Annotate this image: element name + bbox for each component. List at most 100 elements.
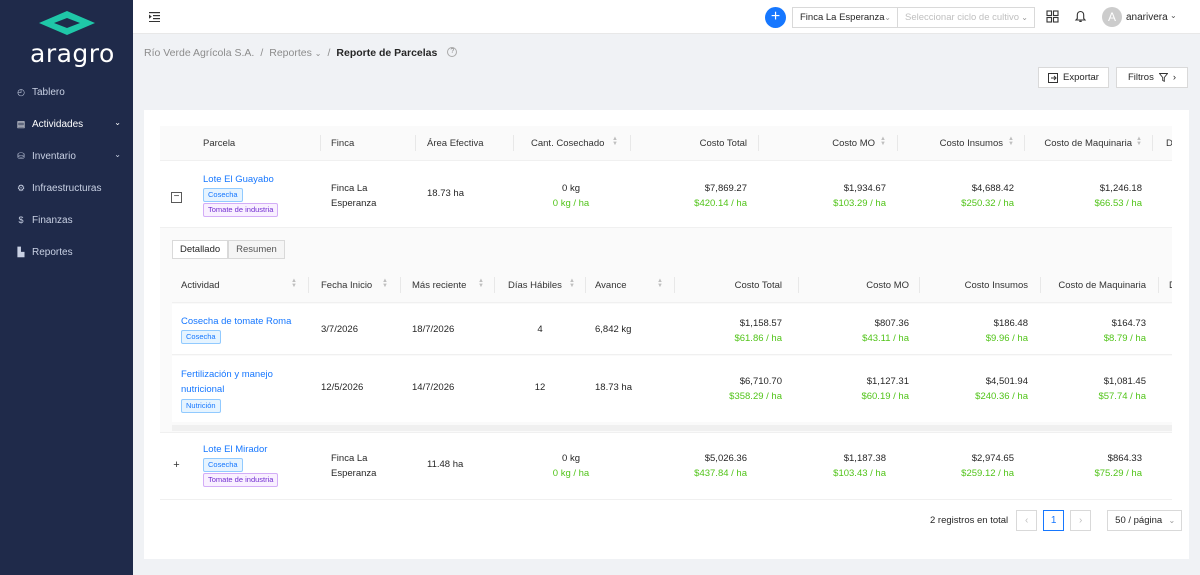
tag-cosecha: Cosecha — [181, 330, 221, 344]
column-header-avance[interactable]: Avance — [595, 280, 627, 291]
sort-icon[interactable]: ▲ ▼ — [291, 278, 297, 289]
sort-icon[interactable]: ▲ ▼ — [478, 278, 484, 289]
chevron-down-icon: ⌄ — [314, 49, 322, 58]
column-header-costo-total: Costo Total — [699, 138, 747, 149]
sort-icon[interactable]: ▲ ▼ — [1136, 136, 1142, 147]
column-header-mas-reciente[interactable]: Más reciente — [412, 280, 467, 291]
harvest-cell: 0 kg 0 kg / ha — [552, 183, 590, 209]
costo-total-cell: $6,710.70 $358.29 / ha — [729, 376, 782, 402]
column-header-costo-maquinaria[interactable]: Costo de Maquinaria — [1044, 138, 1132, 149]
sidebar-item-finanzas[interactable]: $ Finanzas — [0, 206, 133, 234]
pagination-page-1[interactable]: 1 — [1043, 510, 1065, 531]
parcel-link[interactable]: Lote El Guayabo — [203, 174, 274, 185]
tag-cosecha: Cosecha — [203, 458, 243, 472]
sidebar-item-reportes[interactable]: ▙ Reportes — [0, 238, 133, 266]
logo-text: aragro — [30, 39, 115, 68]
recent-date-cell: 14/7/2026 — [412, 382, 455, 393]
pagination-total: 2 registros en total — [930, 515, 1009, 526]
table-row: Cosecha de tomate Roma Cosecha 3/7/2026 … — [172, 304, 1172, 355]
costo-maquinaria-cell: $1,246.18 $66.53 / ha — [1094, 183, 1142, 209]
column-header-costo-mo: Costo MO — [866, 280, 909, 291]
costo-total-cell: $5,026.36 $437.84 / ha — [694, 453, 747, 479]
horizontal-scrollbar[interactable] — [172, 425, 1172, 431]
sort-icon[interactable]: ▲ ▼ — [657, 278, 663, 289]
dashboard-icon: ◴ — [17, 86, 25, 97]
page-title: Reporte de Parcelas — [336, 47, 438, 59]
bell-icon[interactable] — [1074, 10, 1087, 23]
tag-nutricion: Nutrición — [181, 399, 221, 413]
column-header-costo-insumos: Costo Insumos — [964, 280, 1028, 291]
sidebar-item-label: Infraestructuras — [32, 182, 102, 194]
recent-date-cell: 18/7/2026 — [412, 324, 455, 335]
breadcrumb-reportes[interactable]: Reportes ⌄ — [269, 47, 322, 59]
table-header: Parcela Finca Área Efectiva Cant. Cosech… — [160, 126, 1172, 161]
activity-link[interactable]: Cosecha de tomate Roma — [181, 316, 292, 327]
sort-icon[interactable]: ▲ ▼ — [569, 278, 575, 289]
tag-cosecha: Cosecha — [203, 188, 243, 202]
farm-select[interactable]: Finca La Esperanza ⌄ — [792, 7, 898, 28]
sidebar-item-label: Finanzas — [32, 214, 73, 226]
costo-total-cell: $7,869.27 $420.14 / ha — [694, 183, 747, 209]
column-header-costo-insumos[interactable]: Costo Insumos — [939, 138, 1003, 149]
sidebar-item-tablero[interactable]: ◴ Tablero — [0, 78, 133, 106]
sort-icon[interactable]: ▲ ▼ — [382, 278, 388, 289]
inventory-icon: ⛁ — [17, 150, 25, 161]
export-button[interactable]: Exportar — [1038, 67, 1109, 88]
start-date-cell: 12/5/2026 — [321, 382, 364, 393]
parcel-table: Parcela Finca Área Efectiva Cant. Cosech… — [160, 126, 1172, 500]
column-header-fecha-inicio[interactable]: Fecha Inicio — [321, 280, 373, 291]
collapse-row-button[interactable]: − — [171, 192, 182, 203]
sort-icon[interactable]: ▲ ▼ — [880, 136, 886, 147]
finca-cell: Finca La Esperanza — [331, 183, 377, 209]
sidebar-item-infraestructuras[interactable]: ⚙ Infraestructuras — [0, 174, 133, 202]
costo-insumos-cell: $186.48 $9.96 / ha — [985, 318, 1028, 344]
page-size-select[interactable]: 50 / página ⌄ — [1107, 510, 1183, 531]
tag-crop: Tomate de industria — [203, 203, 279, 217]
crop-cycle-select[interactable]: Seleccionar ciclo de cultivo ⌄ — [897, 7, 1035, 28]
chevron-down-icon[interactable]: ⌄ — [1170, 11, 1177, 20]
pagination: 2 registros en total ‹ 1 › 50 / página ⌄ — [930, 510, 1183, 531]
menu-fold-icon[interactable] — [149, 11, 160, 22]
column-header-dias-habiles[interactable]: Días Hábiles — [508, 280, 562, 291]
column-header-actividad[interactable]: Actividad — [181, 280, 220, 291]
help-icon[interactable]: ? — [447, 47, 458, 57]
tab-resumen[interactable]: Resumen — [228, 240, 285, 259]
pagination-prev[interactable]: ‹ — [1016, 510, 1038, 531]
breadcrumb-org[interactable]: Río Verde Agrícola S.A. — [144, 47, 255, 59]
parcel-link[interactable]: Lote El Mirador — [203, 444, 268, 455]
sort-icon[interactable]: ▲ ▼ — [1008, 136, 1014, 147]
avatar[interactable]: A — [1102, 7, 1122, 27]
apps-grid-icon[interactable] — [1046, 10, 1059, 23]
sidebar-item-inventario[interactable]: ⛁ Inventario ⌄ — [0, 142, 133, 170]
tab-detallado[interactable]: Detallado — [172, 240, 229, 259]
username[interactable]: anarivera — [1126, 12, 1168, 23]
costo-maquinaria-cell: $164.73 $8.79 / ha — [1103, 318, 1146, 344]
column-header-area: Área Efectiva — [427, 138, 484, 149]
export-icon — [1048, 72, 1059, 83]
column-header-finca: Finca — [331, 138, 355, 149]
report-card: Parcela Finca Área Efectiva Cant. Cosech… — [144, 110, 1189, 559]
add-button[interactable]: + — [765, 7, 786, 28]
activity-cell: Fertilización y manejo nutricional Nutric… — [181, 367, 273, 413]
days-cell: 4 — [537, 324, 543, 335]
sort-icon[interactable]: ▲ ▼ — [612, 136, 618, 147]
column-header-harvest[interactable]: Cant. Cosechado — [531, 138, 605, 149]
chevron-down-icon: ⌄ — [884, 13, 891, 22]
costo-maquinaria-cell: $864.33 $75.29 / ha — [1094, 453, 1142, 479]
expand-row-button[interactable]: + — [171, 460, 182, 472]
sidebar-item-label: Inventario — [32, 150, 76, 162]
costo-mo-cell: $1,187.38 $103.43 / ha — [833, 453, 886, 479]
filters-button[interactable]: Filtros › — [1116, 67, 1188, 88]
pagination-next[interactable]: › — [1070, 510, 1092, 531]
sidebar: aragro ◴ Tablero ▤ Actividades ⌄ ⛁ Inven… — [0, 0, 133, 575]
costo-insumos-cell: $2,974.65 $259.12 / ha — [961, 453, 1014, 479]
activity-link[interactable]: Fertilización y manejo nutricional — [181, 369, 273, 395]
column-header-costo-mo[interactable]: Costo MO — [832, 138, 875, 149]
chevron-down-icon: ⌄ — [114, 150, 121, 159]
breadcrumb-separator: / — [327, 47, 331, 59]
table-row: Lote El Guayabo Cosecha Tomate de indust… — [203, 174, 279, 217]
aragro-logo[interactable]: aragro — [30, 10, 115, 70]
sidebar-item-actividades[interactable]: ▤ Actividades ⌄ — [0, 110, 133, 138]
logo-diamond-icon — [39, 11, 95, 35]
sidebar-item-label: Tablero — [32, 86, 65, 98]
